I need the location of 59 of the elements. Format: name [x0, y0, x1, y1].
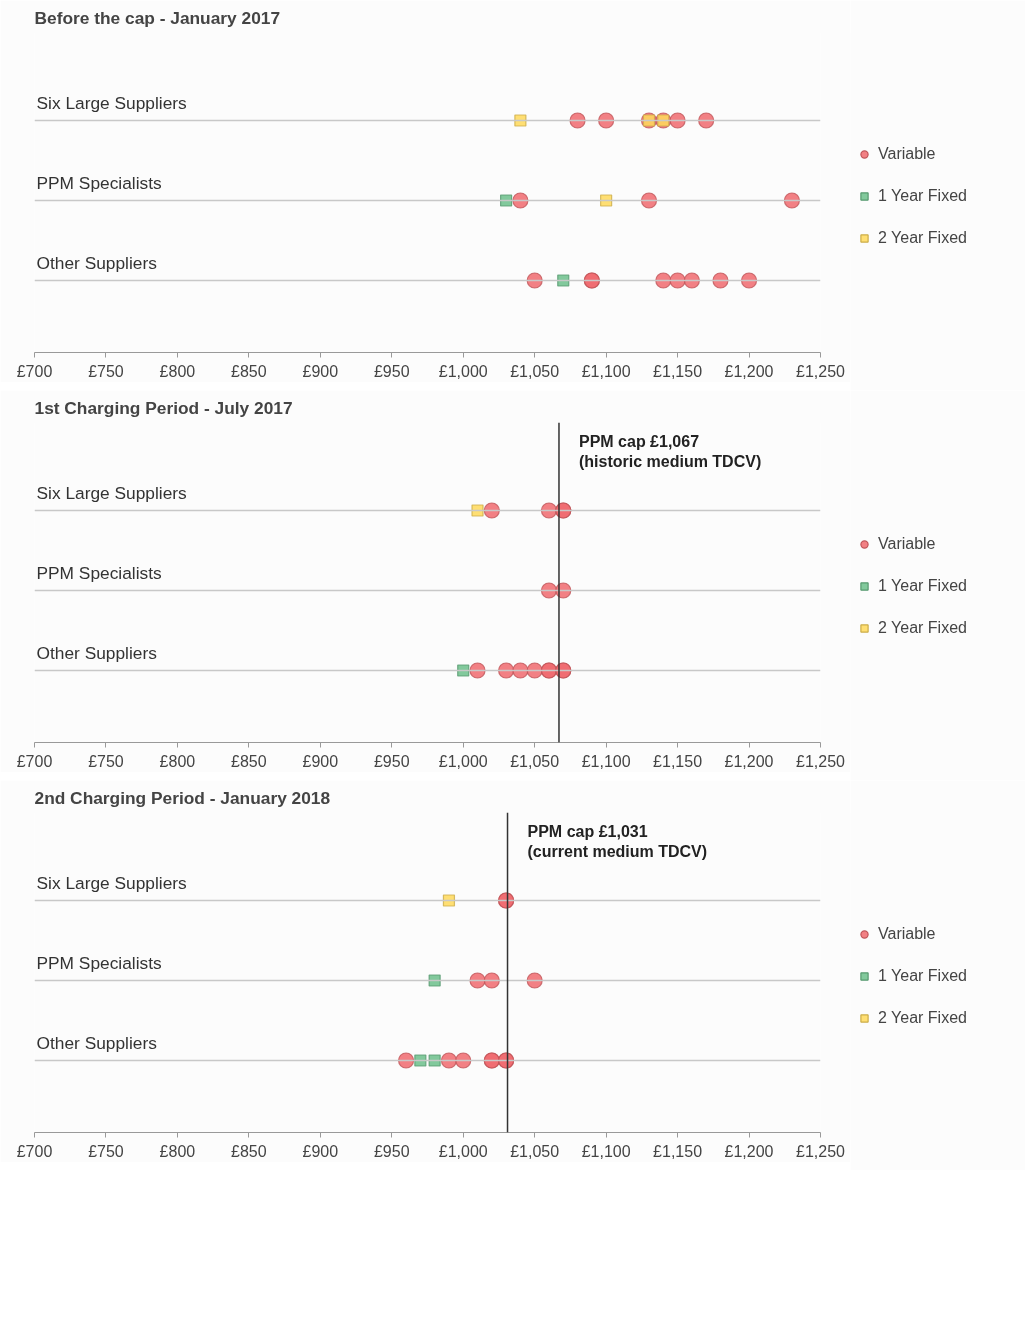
chart-title: 1st Charging Period - July 2017	[34, 397, 293, 418]
x-tick-label: £1,250	[796, 362, 846, 380]
x-tick-label: £1,000	[438, 362, 488, 380]
y-tick-label: PPM Specialists	[36, 172, 163, 193]
y-tick-label: Other Suppliers	[36, 642, 158, 663]
y-tick-label: Six Large Suppliers	[36, 92, 188, 113]
x-tick-label: £750	[88, 752, 124, 770]
x-tick-label: £750	[88, 362, 124, 380]
x-tick-label: £900	[302, 1142, 339, 1160]
legend-label: 1 Year Fixed	[878, 967, 967, 985]
y-tick-label: Other Suppliers	[36, 252, 158, 273]
x-tick-label: £800	[159, 1142, 196, 1160]
y-tick-label: Other Suppliers	[36, 1032, 158, 1053]
x-tick-label: £700	[16, 1142, 53, 1160]
x-tick-label: £1,050	[510, 1142, 560, 1160]
x-tick-label: £1,100	[581, 752, 631, 770]
x-tick-label: £700	[16, 752, 53, 770]
x-tick-label: £1,250	[796, 1142, 846, 1160]
legend-label: 2 Year Fixed	[878, 229, 967, 247]
x-tick-label: £950	[373, 752, 410, 770]
x-tick-label: £1,150	[653, 1142, 703, 1160]
ref-line-label: PPM cap £1,067 (historic medium TDCV)	[578, 433, 762, 471]
x-tick-label: £850	[231, 362, 267, 380]
x-tick-label: £800	[159, 362, 196, 380]
x-tick-label: £1,000	[438, 752, 488, 770]
x-tick-label: £900	[302, 362, 339, 380]
x-tick-label: £1,200	[724, 752, 774, 770]
x-tick-label: £850	[231, 752, 267, 770]
y-tick-label: PPM Specialists	[36, 562, 163, 583]
legend-label: Variable	[878, 145, 936, 163]
x-tick-label: £1,100	[581, 1142, 631, 1160]
x-tick-label: £950	[373, 362, 410, 380]
x-tick-label: £1,150	[653, 752, 703, 770]
y-tick-label: Six Large Suppliers	[36, 872, 188, 893]
x-tick-label: £750	[88, 1142, 124, 1160]
x-tick-label: £850	[231, 1142, 267, 1160]
x-tick-label: £1,000	[438, 1142, 488, 1160]
legend-label: 2 Year Fixed	[878, 619, 967, 637]
legend-label: 1 Year Fixed	[878, 187, 967, 205]
x-tick-label: £1,200	[724, 362, 774, 380]
legend-label: 1 Year Fixed	[878, 577, 967, 595]
y-tick-label: Six Large Suppliers	[36, 482, 188, 503]
x-tick-label: £800	[159, 752, 196, 770]
x-tick-label: £1,250	[796, 752, 846, 770]
x-tick-label: £700	[16, 362, 53, 380]
x-tick-label: £950	[373, 1142, 410, 1160]
chart-title: Before the cap - January 2017	[34, 7, 281, 28]
y-tick-label: PPM Specialists	[36, 952, 163, 973]
legend-label: Variable	[878, 925, 936, 943]
ref-line-label: PPM cap £1,031 (current medium TDCV)	[527, 823, 708, 861]
x-tick-label: £900	[302, 752, 339, 770]
legend-label: 2 Year Fixed	[878, 1009, 967, 1027]
chart-title: 2nd Charging Period - January 2018	[34, 787, 331, 808]
legend-label: Variable	[878, 535, 936, 553]
x-tick-label: £1,100	[581, 362, 631, 380]
x-tick-label: £1,050	[510, 362, 560, 380]
x-tick-label: £1,150	[653, 362, 703, 380]
x-tick-label: £1,200	[724, 1142, 774, 1160]
x-tick-label: £1,050	[510, 752, 560, 770]
